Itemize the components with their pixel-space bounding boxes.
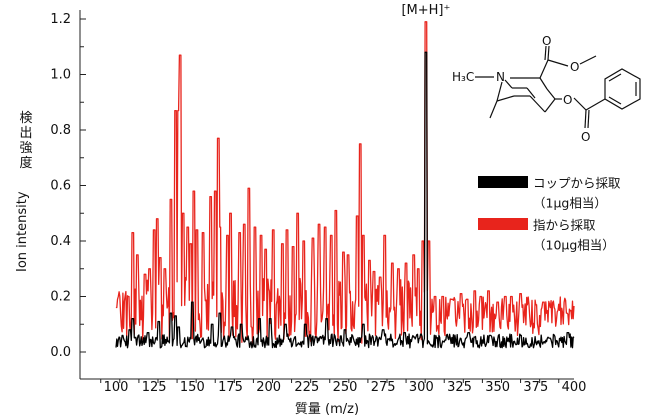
y-axis-title: Ion intensity 検出強度 (15, 111, 33, 272)
legend-label-finger-line2: （10μg相当） (533, 237, 615, 252)
y-axis-ticks: 0.0 0.2 0.4 0.6 0.8 1.0 1.2 (50, 12, 86, 360)
legend-item-cup: コップから採取 （1μg相当） (478, 175, 621, 210)
x-tick-label: 200 (256, 380, 281, 395)
structure-label-benzoate-o1: O (563, 93, 572, 107)
y-axis-title-char: 度 (19, 155, 32, 171)
legend-swatch-cup (478, 176, 528, 188)
molecular-ion-annotation: [M+H]⁺ (401, 3, 450, 18)
cocaine-structure: H₃C N O O O O (452, 34, 641, 144)
plot-area: 100 125 150 175 200 225 250 275 300 325 350 375 400 … (50, 10, 586, 395)
legend-label-cup-line1: コップから採取 (533, 175, 621, 190)
legend-item-finger: 指から採取 （10μg相当） (478, 217, 615, 252)
legend-label-cup-line2: （1μg相当） (533, 195, 607, 210)
x-tick-label: 100 (104, 380, 129, 395)
x-tick-label: 175 (218, 380, 243, 395)
x-axis-title: 質量 (m/z) (295, 402, 359, 417)
x-tick-label: 400 (562, 380, 587, 395)
y-tick-label: 0.2 (50, 290, 71, 305)
y-tick-label: 0.0 (50, 345, 71, 360)
y-axis-title-char: 出 (19, 126, 32, 141)
x-tick-label: 375 (523, 380, 548, 395)
y-axis-title-char: 強 (19, 141, 32, 156)
x-tick-label: 300 (409, 380, 434, 395)
x-tick-label: 325 (447, 380, 472, 395)
structure-label-ester-o2: O (570, 60, 579, 74)
x-tick-label: 150 (180, 380, 205, 395)
series-line-finger (115, 21, 575, 345)
legend: コップから採取 （1μg相当） 指から採取 （10μg相当） (478, 175, 621, 252)
x-tick-label: 125 (142, 380, 167, 395)
series-layer (115, 21, 575, 349)
x-tick-label: 225 (294, 380, 319, 395)
x-tick-label: 350 (485, 380, 510, 395)
x-tick-label: 250 (333, 380, 358, 395)
x-axis-ticks: 100 125 150 175 200 225 250 275 300 325 350 375 400 (100, 379, 587, 395)
series-line-cup (115, 51, 575, 349)
y-tick-label: 1.2 (50, 12, 71, 27)
y-tick-label: 0.4 (50, 234, 71, 249)
y-axis-title-japanese: 検出強度 (19, 111, 32, 171)
structure-label-methyl: H₃C (452, 70, 474, 84)
y-tick-label: 0.8 (50, 123, 71, 138)
y-axis-title-english: Ion intensity (15, 191, 30, 272)
y-tick-label: 0.6 (50, 179, 71, 194)
legend-swatch-finger (478, 218, 528, 230)
y-tick-label: 1.0 (50, 68, 71, 83)
structure-label-benzoate-o2: O (581, 130, 590, 144)
legend-label-finger-line1: 指から採取 (533, 217, 596, 232)
structure-label-ester-o1: O (542, 34, 551, 48)
y-axis-title-char: 検 (19, 111, 32, 126)
x-tick-label: 275 (371, 380, 396, 395)
structure-label-nitrogen: N (496, 70, 505, 84)
